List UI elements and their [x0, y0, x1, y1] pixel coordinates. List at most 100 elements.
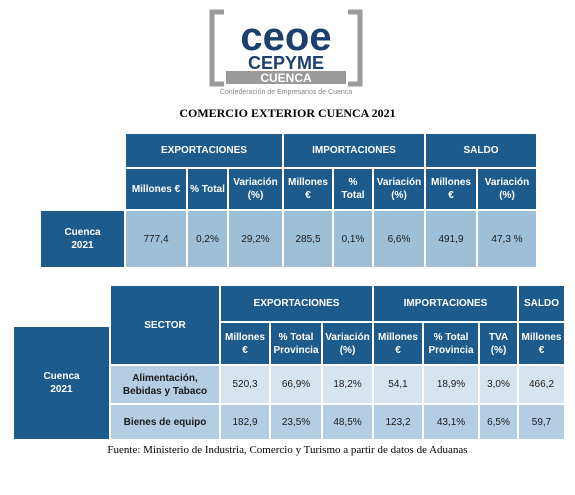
column-header: % Total Provincia: [270, 322, 322, 365]
sector-header-text: SECTOR: [144, 319, 186, 331]
column-header: Variación (%): [477, 168, 537, 210]
column-header: Millones €: [125, 168, 187, 210]
column-header: % Total: [187, 168, 228, 210]
logo-brackets: [209, 9, 363, 87]
value-cell-text: 18,9%: [436, 379, 466, 390]
column-header: Millones €: [283, 168, 333, 210]
value-cell-text: 18,2%: [333, 379, 362, 390]
column-header-text: % Total: [190, 183, 225, 195]
value-cell: 0,1%: [333, 210, 373, 268]
column-header: % Total Provincia: [423, 322, 479, 365]
value-cell-text: 6,5%: [487, 416, 510, 428]
group-header-text: SALDO: [524, 298, 559, 309]
column-header-text: TVA (%): [488, 331, 509, 356]
row-label-text: Cuenca 2021: [43, 371, 80, 395]
column-header: TVA (%): [479, 322, 518, 365]
logo-tagline: Confederación de Empresarios de Cuenca: [220, 89, 352, 96]
value-cell: 6,5%: [479, 404, 518, 440]
group-header: EXPORTACIONES: [220, 285, 373, 322]
value-cell: 23,5%: [270, 404, 322, 440]
value-cell: 285,5: [283, 210, 333, 268]
value-cell-text: 285,5: [295, 233, 321, 245]
group-header-text: IMPORTACIONES: [403, 298, 488, 309]
column-header-text: % Total Provincia: [273, 331, 319, 356]
value-cell-text: 0,1%: [341, 233, 365, 245]
column-header: Millones €: [220, 322, 270, 365]
column-header-text: Millones €: [131, 183, 181, 195]
value-cell: 66,9%: [270, 365, 322, 404]
value-cell-text: 23,5%: [281, 416, 311, 428]
value-cell: 520,3: [220, 365, 270, 404]
logo-brand: ceoe: [240, 15, 331, 59]
column-header: Millones €: [425, 168, 477, 210]
column-header-text: Millones €: [430, 177, 471, 201]
column-header: Millones €: [373, 322, 423, 365]
value-cell-text: 29,2%: [241, 233, 270, 245]
column-header-text: Variación (%): [376, 177, 422, 201]
value-cell: 18,9%: [423, 365, 479, 404]
value-cell-text: 6,6%: [387, 233, 411, 245]
value-cell: 29,2%: [228, 210, 283, 268]
title: COMERCIO EXTERIOR CUENCA 2021: [179, 106, 396, 120]
group-header: IMPORTACIONES: [373, 285, 518, 322]
column-header-text: Variación (%): [325, 331, 370, 356]
value-cell: 3,0%: [479, 365, 518, 404]
group-header: EXPORTACIONES: [125, 133, 283, 168]
value-cell: 6,6%: [373, 210, 425, 268]
value-cell-text: 520,3: [232, 379, 258, 390]
value-cell-text: 491,9: [438, 233, 464, 245]
column-header: Variación (%): [228, 168, 283, 210]
value-cell-text: 466,2: [528, 379, 555, 390]
column-header: % Total: [333, 168, 373, 210]
value-cell-text: 59,7: [531, 416, 552, 428]
value-cell-text: 777,4: [143, 233, 169, 245]
sector-cell: Bienes de equipo: [110, 404, 220, 440]
group-header: SALDO: [518, 285, 565, 322]
column-header-text: % Total Provincia: [428, 331, 474, 356]
column-header-text: Variación (%): [484, 177, 530, 201]
row-label-text: Cuenca 2021: [64, 227, 101, 251]
value-cell: 123,2: [373, 404, 423, 440]
row-label: Cuenca 2021: [40, 210, 125, 268]
group-header: IMPORTACIONES: [283, 133, 425, 168]
column-header: Variación (%): [373, 168, 425, 210]
source: Fuente: Ministerio de Industria, Comerci…: [107, 444, 468, 456]
column-header: Millones €: [518, 322, 565, 365]
group-header: SALDO: [425, 133, 537, 168]
value-cell-text: 3,0%: [487, 379, 510, 390]
value-cell-text: 66,9%: [281, 379, 311, 390]
value-cell: 47,3 %: [477, 210, 537, 268]
value-cell: 466,2: [518, 365, 565, 404]
value-cell: 48,5%: [322, 404, 373, 440]
value-cell: 182,9: [220, 404, 270, 440]
column-header: Variación (%): [322, 322, 373, 365]
value-cell-text: 47,3 %: [491, 233, 523, 245]
logo-bar: [226, 71, 346, 84]
sector-header: SECTOR: [110, 285, 220, 365]
sector-cell-text: Alimentación, Bebidas y Tabaco: [122, 372, 208, 397]
value-cell-text: 48,5%: [333, 416, 362, 428]
group-header-text: IMPORTACIONES: [312, 145, 396, 156]
value-cell: 59,7: [518, 404, 565, 440]
value-cell: 491,9: [425, 210, 477, 268]
column-header-text: Millones €: [287, 177, 328, 201]
sector-cell-text: Bienes de equipo: [123, 416, 207, 428]
column-header-text: Millones €: [521, 331, 562, 356]
value-cell: 54,1: [373, 365, 423, 404]
group-header-text: EXPORTACIONES: [253, 298, 340, 309]
logo-name: CEPYME: [248, 53, 324, 73]
column-header-text: % Total: [341, 177, 365, 201]
group-header-text: EXPORTACIONES: [161, 145, 247, 156]
sector-cell: Alimentación, Bebidas y Tabaco: [110, 365, 220, 404]
column-header-text: Millones €: [377, 331, 418, 356]
row-label: Cuenca 2021: [13, 326, 110, 440]
value-cell-text: 182,9: [232, 416, 258, 428]
value-cell-text: 43,1%: [436, 416, 466, 428]
column-header-text: Millones €: [224, 331, 265, 356]
value-cell: 43,1%: [423, 404, 479, 440]
column-header-text: Variación (%): [233, 177, 278, 201]
logo: ceoe CEPYME CUENCA Confederación de Empr…: [209, 9, 363, 96]
value-cell-text: 0,2%: [196, 233, 219, 245]
value-cell: 0,2%: [187, 210, 228, 268]
